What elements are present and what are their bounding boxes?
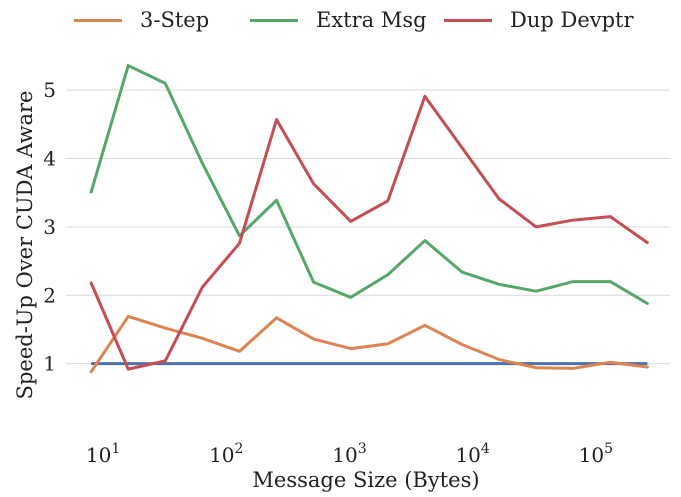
legend-label-dup-devptr: Dup Devptr (510, 8, 634, 32)
y-tick-label: 3 (43, 215, 56, 239)
x-tick-label: 101 (86, 441, 120, 467)
legend-item-dup-devptr: Dup Devptr (444, 6, 634, 34)
y-axis-title: Speed-Up Over CUDA Aware (13, 91, 37, 400)
legend-swatch-3-step (74, 18, 122, 22)
series-line-3-step (89, 314, 649, 374)
x-axis-title: Message Size (Bytes) (252, 468, 479, 492)
legend-item-3-step: 3-Step (74, 6, 209, 34)
y-tick-label: 5 (43, 78, 56, 102)
grid-lines (66, 89, 670, 365)
x-tick-label: 103 (332, 441, 366, 467)
series-group (89, 64, 649, 374)
legend: 3-Step Extra Msg Dup Devptr (0, 0, 681, 40)
legend-swatch-extra-msg (250, 18, 298, 22)
x-tick-label: 102 (209, 441, 243, 467)
series-line-extra-msg (89, 64, 649, 305)
y-tick-label: 2 (43, 283, 56, 307)
x-tick-label: 105 (579, 441, 613, 467)
tick-labels: 1 2 3 4 5 101 102 103 104 105 (43, 78, 613, 467)
y-tick-label: 1 (43, 352, 56, 376)
y-tick-label: 4 (43, 147, 56, 171)
legend-item-extra-msg: Extra Msg (250, 6, 427, 34)
legend-swatch-dup-devptr (444, 18, 492, 22)
legend-label-extra-msg: Extra Msg (316, 8, 427, 32)
x-tick-label: 104 (455, 441, 489, 467)
series-line-dup-devptr (89, 94, 649, 371)
legend-label-3-step: 3-Step (140, 8, 210, 32)
